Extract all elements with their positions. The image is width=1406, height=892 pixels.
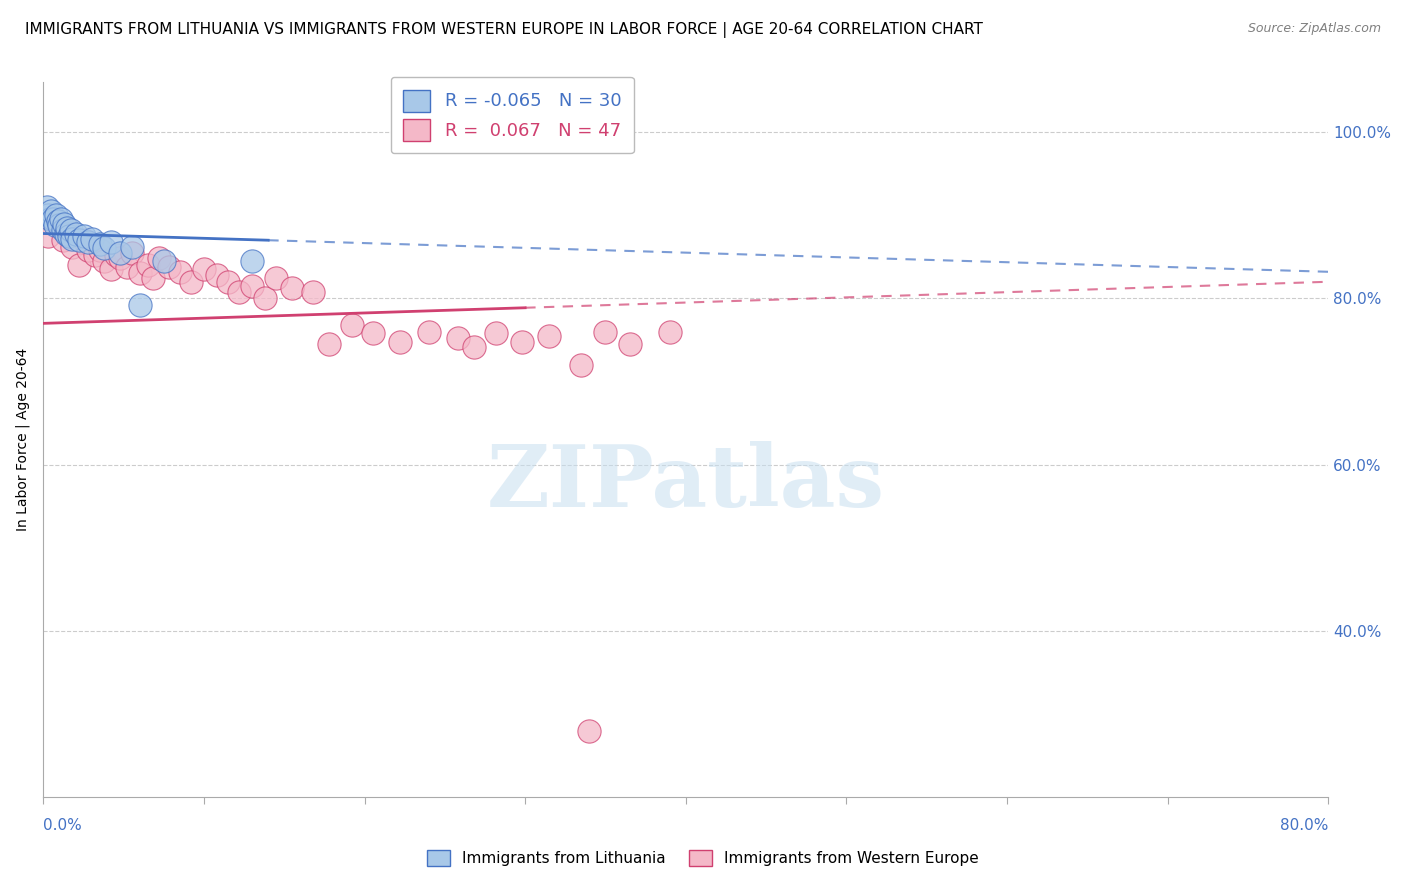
Text: 80.0%: 80.0% xyxy=(1279,818,1329,833)
Point xyxy=(121,240,143,254)
Point xyxy=(58,229,80,244)
Point xyxy=(77,243,100,257)
Point xyxy=(67,258,90,272)
Point xyxy=(538,328,561,343)
Point xyxy=(302,285,325,299)
Y-axis label: In Labor Force | Age 20-64: In Labor Force | Age 20-64 xyxy=(15,348,30,532)
Point xyxy=(83,248,105,262)
Point xyxy=(578,723,600,738)
Point xyxy=(240,279,263,293)
Point xyxy=(72,229,94,244)
Point xyxy=(45,208,67,222)
Point xyxy=(128,267,150,281)
Point xyxy=(217,275,239,289)
Text: IMMIGRANTS FROM LITHUANIA VS IMMIGRANTS FROM WESTERN EUROPE IN LABOR FORCE | AGE: IMMIGRANTS FROM LITHUANIA VS IMMIGRANTS … xyxy=(25,22,983,38)
Point xyxy=(193,262,215,277)
Point xyxy=(510,334,533,349)
Point xyxy=(60,240,83,254)
Point xyxy=(157,260,180,274)
Point xyxy=(77,235,100,249)
Point xyxy=(100,235,122,249)
Point xyxy=(418,325,440,339)
Point xyxy=(49,212,72,227)
Point xyxy=(37,229,59,244)
Point xyxy=(205,268,228,282)
Point xyxy=(142,270,165,285)
Point xyxy=(56,225,79,239)
Point xyxy=(93,254,115,268)
Point xyxy=(44,218,66,232)
Point xyxy=(569,358,592,372)
Point xyxy=(35,200,58,214)
Point xyxy=(37,208,59,222)
Point xyxy=(100,262,122,277)
Point xyxy=(67,233,90,247)
Point xyxy=(340,318,363,332)
Legend: R = -0.065   N = 30, R =  0.067   N = 47: R = -0.065 N = 30, R = 0.067 N = 47 xyxy=(391,77,634,153)
Point xyxy=(53,217,76,231)
Legend: Immigrants from Lithuania, Immigrants from Western Europe: Immigrants from Lithuania, Immigrants fr… xyxy=(419,842,987,873)
Point xyxy=(388,334,411,349)
Point xyxy=(65,227,87,241)
Text: Source: ZipAtlas.com: Source: ZipAtlas.com xyxy=(1247,22,1381,36)
Point xyxy=(153,254,176,268)
Point xyxy=(148,252,170,266)
Point xyxy=(38,212,60,227)
Point xyxy=(447,331,470,345)
Point xyxy=(59,223,82,237)
Point xyxy=(42,212,65,227)
Point xyxy=(136,258,159,272)
Point xyxy=(46,214,69,228)
Point xyxy=(55,227,77,241)
Point xyxy=(41,212,63,227)
Point xyxy=(48,218,70,232)
Point xyxy=(52,233,75,247)
Point xyxy=(52,223,75,237)
Point xyxy=(253,292,276,306)
Point xyxy=(41,204,63,219)
Point xyxy=(80,231,103,245)
Text: 0.0%: 0.0% xyxy=(44,818,82,833)
Point xyxy=(658,325,681,339)
Point xyxy=(228,285,250,299)
Point xyxy=(264,270,287,285)
Point xyxy=(110,245,132,260)
Point xyxy=(89,243,111,257)
Text: ZIPatlas: ZIPatlas xyxy=(486,441,884,524)
Point xyxy=(281,281,304,295)
Point xyxy=(115,260,138,274)
Point xyxy=(169,265,191,279)
Point xyxy=(89,237,111,252)
Point xyxy=(318,337,340,351)
Point xyxy=(56,220,79,235)
Point xyxy=(110,252,132,266)
Point xyxy=(72,233,94,247)
Point xyxy=(485,326,508,341)
Point xyxy=(121,245,143,260)
Point xyxy=(180,275,202,289)
Point xyxy=(240,254,263,268)
Point xyxy=(463,340,485,354)
Point xyxy=(361,326,384,341)
Point xyxy=(60,231,83,245)
Point xyxy=(595,325,617,339)
Point xyxy=(128,298,150,312)
Point xyxy=(104,248,127,262)
Point xyxy=(93,242,115,256)
Point xyxy=(619,337,641,351)
